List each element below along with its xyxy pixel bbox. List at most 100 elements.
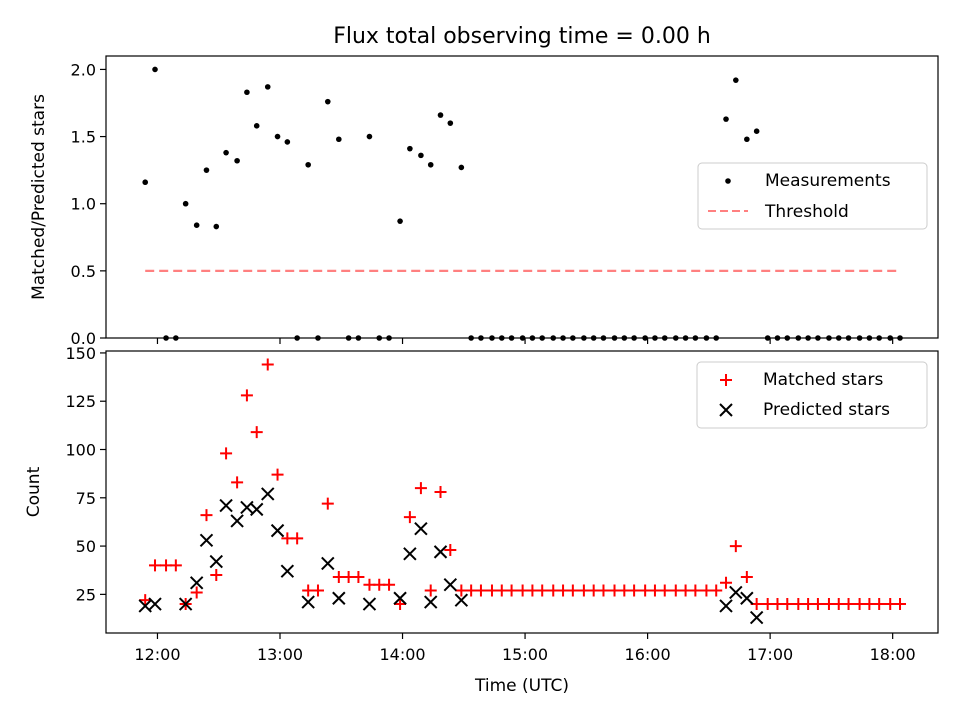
bottom-y-tick-label: 25	[76, 585, 96, 604]
matched-stars-point	[720, 576, 733, 589]
bottom-axes-frame	[105, 350, 939, 634]
predicted-stars-point	[178, 597, 193, 611]
measurements-point	[305, 161, 311, 168]
top-legend-frame	[697, 162, 928, 230]
matched-stars-point	[169, 559, 182, 572]
bottom-y-tick-label: 100	[65, 441, 96, 460]
matched-stars-point	[414, 482, 427, 495]
measurements-point	[437, 112, 444, 118]
x-tick-label: 18:00	[870, 645, 916, 664]
measurements-point	[234, 157, 240, 164]
measurements-point	[182, 200, 189, 207]
legend-marker-measurements	[725, 178, 731, 184]
matched-stars-point	[740, 570, 753, 583]
top-y-tick-label: 0.5	[71, 262, 96, 281]
bottom-y-tick-label: 125	[65, 392, 96, 411]
predicted-stars-point	[270, 523, 285, 538]
matched-stars-point	[424, 584, 437, 597]
measurements-point	[336, 136, 342, 143]
measurements-point	[152, 66, 158, 73]
matched-stars-point	[311, 584, 324, 597]
matched-stars-point	[190, 586, 203, 599]
predicted-stars-point	[261, 487, 275, 501]
measurements-point	[274, 133, 281, 140]
matched-stars-point	[658, 584, 671, 597]
measurements-point	[264, 84, 271, 90]
top-y-tick-label: 0.0	[71, 329, 96, 348]
predicted-stars-point	[362, 597, 377, 611]
bottom-y-tick-label: 75	[76, 489, 96, 508]
legend-label-matched-stars: Matched stars	[763, 370, 883, 390]
matched-stars-point	[139, 594, 152, 607]
bottom-y-tick-label: 50	[76, 537, 96, 556]
measurements-point	[213, 223, 220, 230]
matched-stars-point	[781, 598, 794, 611]
matched-stars-point	[536, 584, 549, 597]
predicted-stars-point	[230, 514, 244, 528]
x-tick-label: 17:00	[747, 645, 793, 664]
measurements-point	[458, 164, 465, 171]
matched-stars-point	[200, 509, 213, 522]
top-legend: Measurements Threshold	[697, 162, 928, 230]
matched-stars-point	[231, 476, 244, 489]
measurements-point	[427, 161, 434, 168]
x-axis-label: Time (UTC)	[474, 676, 569, 696]
matched-stars-point	[811, 598, 824, 611]
matched-stars-point	[597, 584, 610, 597]
top-axes-frame	[105, 55, 939, 339]
matched-stars-point	[894, 598, 907, 611]
bottom-legend: Matched stars Predicted stars	[696, 361, 928, 429]
x-tick-label: 16:00	[625, 645, 671, 664]
predicted-stars-point	[729, 585, 743, 600]
predicted-stars-point	[749, 610, 764, 625]
measurements-point	[284, 139, 291, 145]
x-tick-label: 14:00	[379, 645, 425, 664]
matched-stars-point	[352, 570, 365, 583]
predicted-stars-point	[250, 502, 264, 517]
matched-stars-point	[149, 559, 162, 572]
predicted-stars-point	[740, 591, 754, 605]
matched-stars-point	[842, 598, 855, 611]
matched-stars-point	[383, 578, 396, 591]
predicted-stars-point	[433, 545, 448, 559]
matched-stars-point	[434, 486, 447, 498]
predicted-stars-point	[280, 564, 295, 578]
matched-stars-point	[444, 543, 457, 556]
matched-stars-point	[261, 358, 274, 371]
matched-stars-point	[240, 389, 253, 402]
predicted-stars-point	[414, 521, 428, 536]
predicted-stars-point	[219, 498, 233, 513]
bottom-y-tick-label: 150	[65, 344, 96, 363]
predicted-stars-point	[332, 591, 346, 605]
bottom-panel: 12:00 13:00 14:00 15:00 16:00 17:00 18:00 25 50 7…	[65, 344, 939, 664]
matched-stars-point	[729, 540, 742, 553]
x-tick-label: 13:00	[257, 645, 303, 664]
measurements-point	[223, 149, 229, 156]
legend-label-predicted-stars: Predicted stars	[763, 400, 890, 420]
measurements-point	[753, 128, 760, 134]
top-y-tick-label: 1.5	[71, 128, 96, 147]
measurements-point	[193, 222, 200, 228]
matched-stars-point	[873, 598, 886, 611]
predicted-stars-point	[393, 591, 407, 605]
legend-label-measurements: Measurements	[765, 171, 891, 191]
matched-stars-point	[566, 584, 579, 597]
predicted-stars-point	[443, 578, 458, 592]
predicted-stars-point	[189, 576, 204, 590]
matched-stars-point	[628, 584, 641, 597]
predicted-stars-point	[209, 554, 223, 569]
measurements-point	[744, 136, 750, 143]
predicted-stars-point	[199, 533, 214, 547]
matched-stars-point	[321, 497, 334, 510]
top-y-tick-label: 1.0	[71, 195, 96, 214]
predicted-stars-point	[424, 595, 438, 609]
x-tick-label: 12:00	[134, 645, 180, 664]
matched-stars-point	[474, 584, 487, 597]
measurements-point	[723, 116, 729, 122]
measurements-point	[418, 152, 424, 159]
x-tick-label: 15:00	[502, 645, 548, 664]
matched-stars-point	[291, 532, 304, 545]
measurements-point	[397, 218, 403, 224]
measurements-point	[407, 145, 413, 152]
